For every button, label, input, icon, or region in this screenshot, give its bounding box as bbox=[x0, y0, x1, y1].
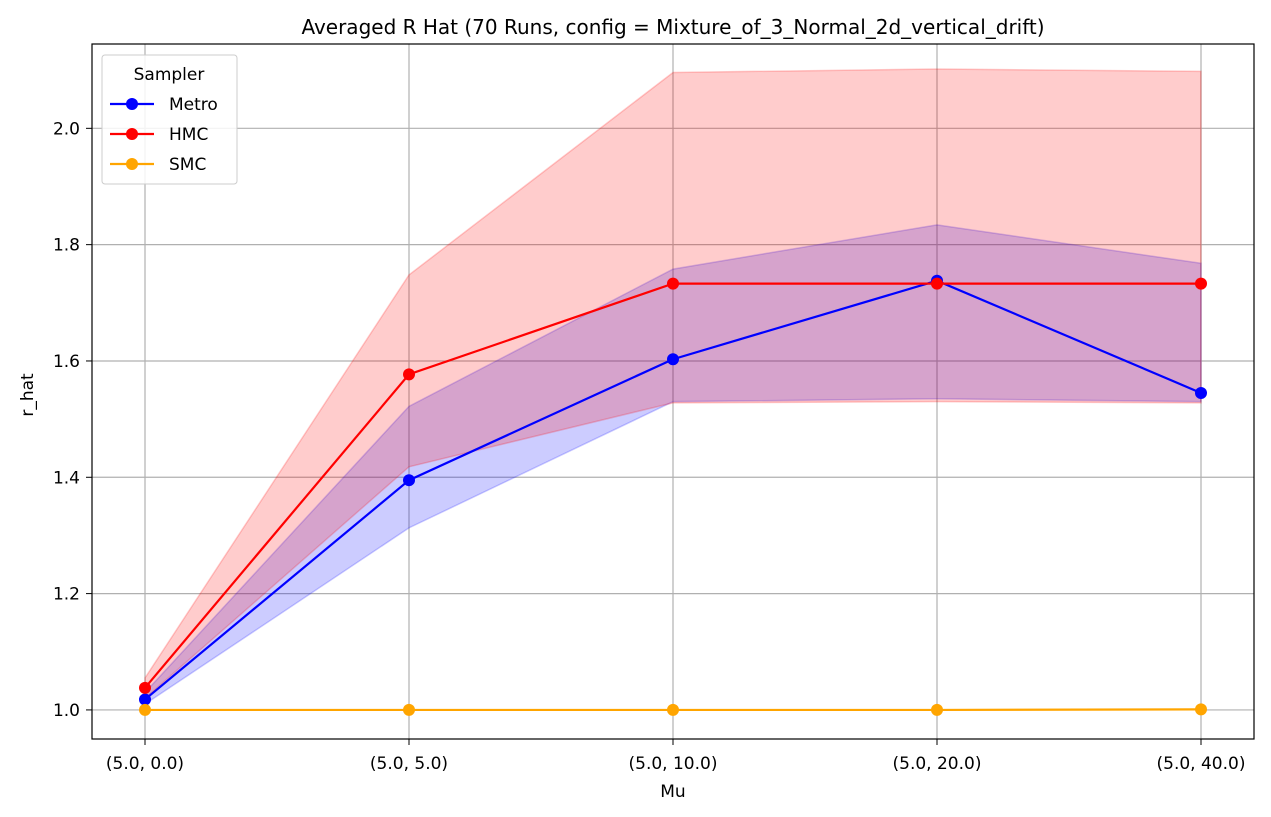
legend-marker-metro bbox=[126, 98, 138, 110]
legend: Sampler Metro HMC SMC bbox=[101, 54, 238, 185]
legend-title: Sampler bbox=[134, 65, 205, 85]
point-smc bbox=[1195, 703, 1207, 716]
x-tick-label: (5.0, 40.0) bbox=[1157, 754, 1246, 774]
chart-title: Averaged R Hat (70 Runs, config = Mixtur… bbox=[301, 15, 1044, 39]
y-axis-label: r_hat bbox=[18, 373, 38, 417]
x-tick-label: (5.0, 10.0) bbox=[629, 754, 718, 774]
y-tick-label: 1.0 bbox=[53, 701, 80, 721]
point-hmc bbox=[931, 277, 943, 290]
x-axis-ticks: (5.0, 0.0) (5.0, 5.0) (5.0, 10.0) (5.0, 20.… bbox=[106, 739, 1246, 774]
grid bbox=[92, 44, 1254, 739]
point-metro bbox=[403, 474, 415, 487]
point-smc bbox=[931, 703, 943, 716]
x-axis-label: Mu bbox=[660, 782, 685, 802]
point-hmc bbox=[667, 277, 679, 290]
point-hmc bbox=[403, 368, 415, 381]
legend-label-hmc: HMC bbox=[169, 125, 208, 145]
point-smc bbox=[403, 703, 415, 716]
point-hmc bbox=[139, 681, 151, 694]
legend-box bbox=[101, 54, 238, 185]
x-tick-label: (5.0, 0.0) bbox=[106, 754, 184, 774]
legend-label-metro: Metro bbox=[169, 95, 218, 115]
legend-entries: Metro HMC SMC bbox=[110, 95, 218, 175]
band-hmc bbox=[144, 68, 1202, 700]
y-tick-label: 1.4 bbox=[53, 468, 80, 488]
y-tick-label: 1.8 bbox=[53, 236, 80, 256]
legend-marker-hmc bbox=[126, 128, 138, 140]
point-smc bbox=[667, 703, 679, 716]
point-metro bbox=[139, 693, 151, 706]
legend-marker-smc bbox=[126, 158, 138, 170]
point-smc bbox=[139, 703, 151, 716]
point-metro bbox=[667, 353, 679, 366]
legend-label-smc: SMC bbox=[169, 155, 206, 175]
x-tick-label: (5.0, 5.0) bbox=[370, 754, 448, 774]
point-hmc bbox=[1195, 277, 1207, 290]
y-axis-ticks: 1.0 1.2 1.4 1.6 1.8 2.0 bbox=[53, 119, 92, 721]
point-metro bbox=[1195, 386, 1207, 399]
y-tick-label: 2.0 bbox=[53, 119, 80, 139]
y-tick-label: 1.2 bbox=[53, 585, 80, 605]
series-markers bbox=[139, 274, 1207, 716]
y-tick-label: 1.6 bbox=[53, 352, 80, 372]
x-tick-label: (5.0, 20.0) bbox=[893, 754, 982, 774]
